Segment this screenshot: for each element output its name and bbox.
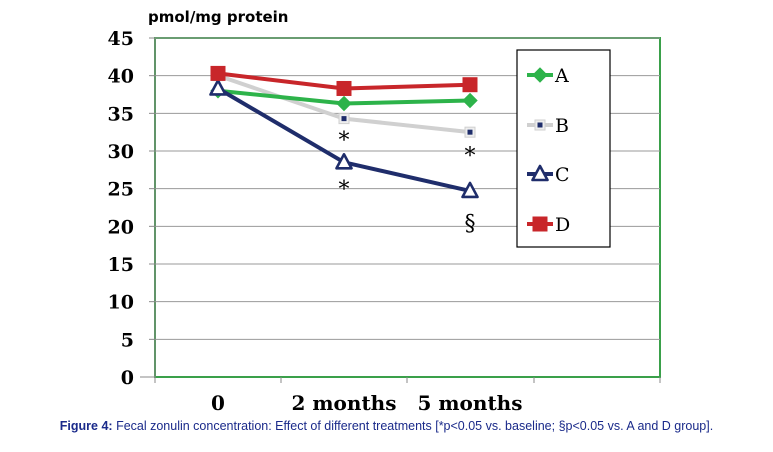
data-point-A: [462, 92, 478, 109]
legend-label: A: [554, 65, 569, 87]
legend-item-C: C: [527, 164, 570, 186]
legend-label: B: [555, 115, 569, 137]
legend-item-D: D: [527, 214, 570, 236]
data-point-B-center: [341, 116, 347, 122]
data-point-C: [461, 181, 479, 199]
x-tick-label: 0: [211, 391, 225, 415]
annotation-mark: *: [465, 144, 476, 169]
y-tick-label: 25: [108, 179, 134, 201]
legend-marker: [532, 67, 548, 83]
data-point-A: [336, 95, 352, 112]
y-tick-label: 40: [108, 66, 134, 88]
series-D: [210, 65, 478, 96]
annotation-mark: §: [465, 212, 476, 237]
y-tick-label: 30: [108, 141, 134, 163]
legend-marker-center: [537, 122, 543, 128]
annotations: * * * §: [339, 129, 476, 237]
y-tick-label: 5: [121, 329, 134, 351]
annotation-mark: *: [339, 129, 350, 154]
axes: [140, 37, 661, 383]
data-point-D: [210, 65, 226, 81]
x-tick-label: 2 months: [292, 391, 397, 415]
legend-item-A: A: [527, 65, 569, 87]
data-point-D: [336, 80, 352, 96]
legend-label: C: [555, 164, 570, 186]
y-tick-label: 15: [108, 254, 134, 276]
y-tick-label: 20: [108, 216, 134, 238]
data-point-D: [462, 77, 478, 93]
caption-text: Fecal zonulin concentration: Effect of d…: [116, 419, 714, 433]
y-axis-label: pmol/mg protein: [148, 8, 289, 26]
series-lines: [209, 65, 479, 199]
x-tick-labels: 0 2 months 5 months: [211, 391, 522, 415]
data-point-B-center: [467, 129, 473, 135]
legend-marker: [532, 216, 548, 232]
legend-marker: [531, 164, 549, 182]
data-point-C: [335, 153, 353, 170]
x-tick-label: 5 months: [418, 391, 523, 415]
legend-box: [516, 49, 611, 248]
legend-item-B: B: [527, 115, 569, 137]
y-tick-labels: 0 5 10 15 20 25 30 35 40 45: [108, 28, 134, 389]
legend: A B C D: [516, 49, 611, 248]
data-point-C: [209, 79, 227, 96]
y-tick-label: 10: [108, 292, 134, 314]
y-tick-label: 45: [108, 28, 134, 50]
caption-label: Figure 4:: [59, 419, 113, 433]
y-tick-label: 35: [108, 103, 134, 125]
series-C: [209, 79, 479, 199]
figure-caption: Figure 4: Fecal zonulin concentration: E…: [0, 419, 773, 433]
chart: pmol/mg protein 0 5 10 15 20 25 30 35 40 45 0 2 mo…: [108, 8, 661, 415]
legend-label: D: [555, 214, 570, 236]
annotation-mark: *: [339, 178, 350, 203]
y-tick-label: 0: [121, 367, 134, 389]
